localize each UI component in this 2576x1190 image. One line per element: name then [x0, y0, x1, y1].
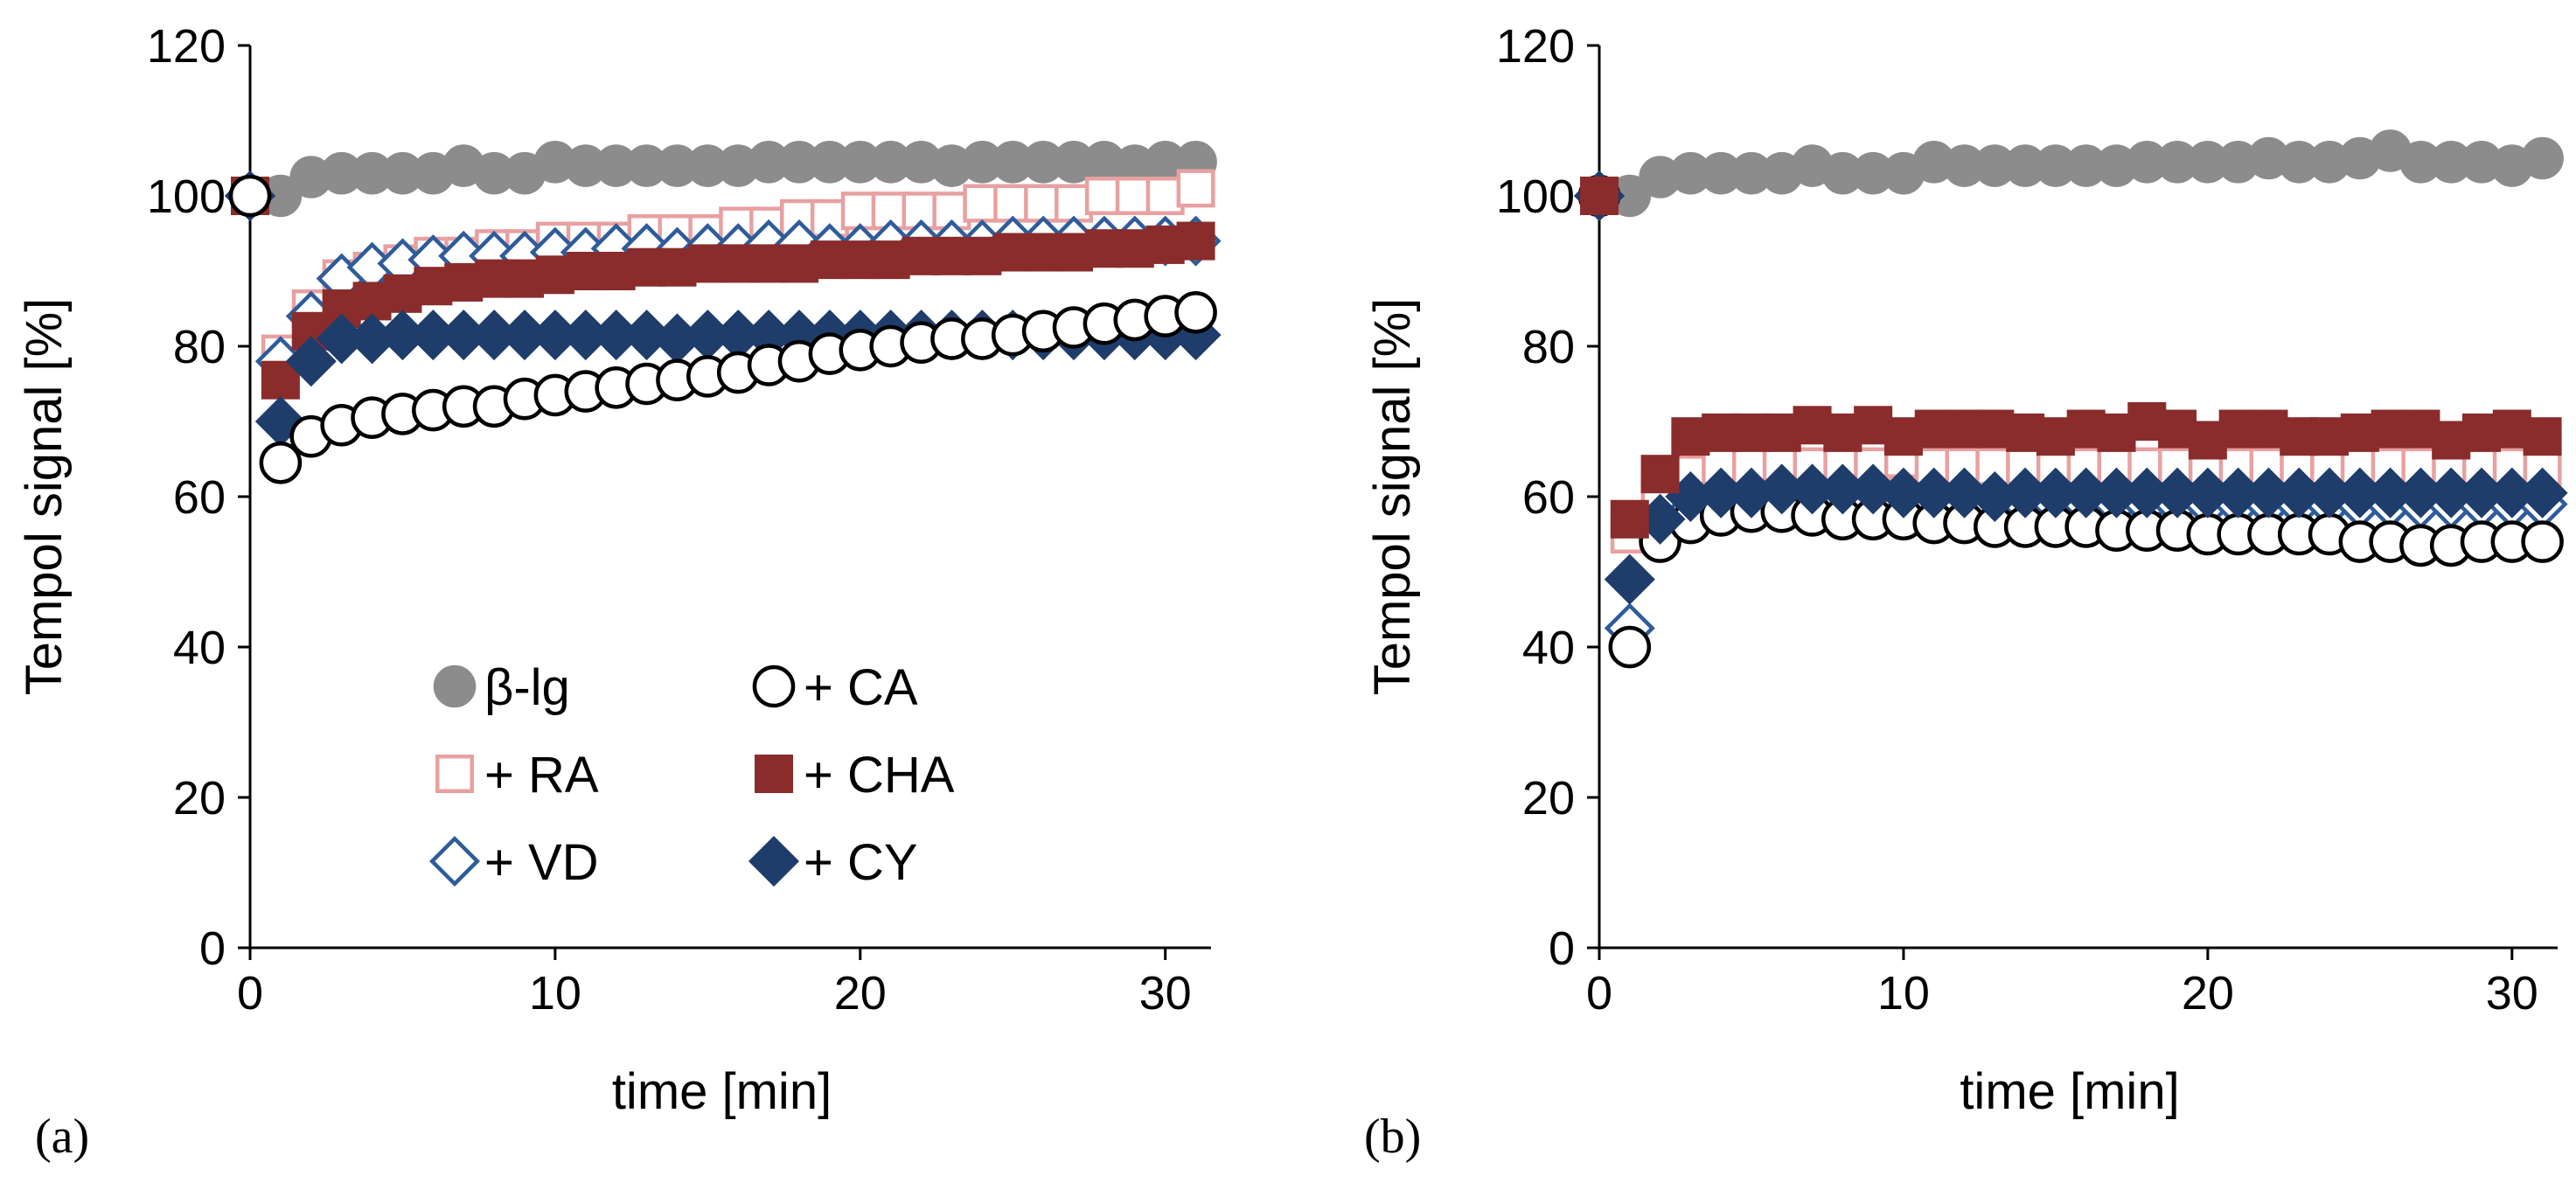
- x-tick-label: 0: [1586, 967, 1612, 1020]
- y-tick-label: 20: [173, 772, 226, 825]
- y-tick-label: 100: [147, 170, 226, 223]
- legend-marker: [435, 754, 475, 794]
- legend-marker: [754, 754, 794, 794]
- y-tick-label: 0: [1549, 922, 1575, 975]
- data-point: [1176, 169, 1215, 208]
- data-point: [1608, 625, 1652, 669]
- data-point: [259, 442, 303, 484]
- y-tick-label: 80: [1522, 321, 1575, 373]
- data-point: [1579, 176, 1619, 216]
- series-cy: [1573, 170, 2568, 605]
- y-tick-label: 0: [199, 922, 226, 975]
- y-tick-label: 120: [1496, 20, 1575, 73]
- data-point: [1610, 499, 1649, 539]
- legend-item: + VD: [428, 834, 599, 891]
- x-axis-title: time [min]: [1960, 1063, 2179, 1120]
- data-point: [285, 336, 337, 387]
- y-tick-label: 40: [1522, 622, 1575, 674]
- data-point: [1848, 463, 1899, 515]
- legend-label: + CY: [804, 834, 918, 891]
- data-point: [261, 360, 300, 400]
- data-point: [2521, 136, 2564, 180]
- data-point: [2523, 417, 2562, 456]
- chart-panel-a: 0 20 40 60 80 100 120 0 10 20 30 time [min] Tempol s…: [16, 20, 1222, 1164]
- data-point: [1640, 455, 1680, 494]
- y-tick-label: 20: [1522, 772, 1575, 825]
- x-tick-label: 20: [2182, 967, 2234, 1020]
- legend-marker: [428, 835, 481, 887]
- series-lg: [1577, 129, 2564, 218]
- legend-label: + VD: [484, 834, 599, 891]
- y-tick-label: 80: [173, 321, 226, 373]
- series-cha: [230, 176, 1215, 400]
- y-tick-label: 100: [1496, 170, 1575, 223]
- y-tick-label: 120: [147, 20, 226, 73]
- y-axis-title: Tempol signal [%]: [16, 298, 73, 696]
- legend: β-lg + CA + RA + CHA + VD + CY: [428, 659, 955, 891]
- data-point: [228, 174, 272, 218]
- x-tick-label: 30: [1139, 967, 1192, 1020]
- legend-item: + CA: [752, 659, 918, 716]
- legend-item: + CHA: [754, 747, 955, 804]
- series-cha: [1579, 176, 2562, 539]
- x-tick-label: 10: [1877, 967, 1930, 1020]
- legend-marker: [752, 665, 796, 708]
- legend-label: + CHA: [804, 747, 955, 804]
- data-point: [2521, 520, 2564, 563]
- data-point: [2517, 467, 2568, 518]
- data-point: [1604, 553, 1655, 605]
- x-axis-title: time [min]: [612, 1063, 832, 1120]
- legend-item: + CY: [748, 834, 918, 891]
- legend-label: β-lg: [484, 659, 570, 716]
- series-ca: [228, 174, 1217, 484]
- y-tick-label: 60: [173, 471, 226, 524]
- legend-marker: [433, 665, 477, 708]
- legend-label: + RA: [484, 747, 599, 804]
- legend-label: + CA: [804, 659, 918, 716]
- y-tick-label: 60: [1522, 471, 1575, 524]
- data-point: [1176, 221, 1215, 261]
- y-tick-label: 40: [173, 622, 226, 674]
- x-tick-label: 20: [834, 967, 887, 1020]
- chart-panel-b: 0 20 40 60 80 100 120 0 10 20 30 time [min] Tempol s…: [1364, 20, 2568, 1164]
- data-point: [1174, 291, 1217, 334]
- panel-label: (b): [1364, 1110, 1421, 1164]
- data-point: [621, 310, 672, 361]
- x-tick-label: 10: [529, 967, 581, 1020]
- legend-marker: [748, 835, 800, 887]
- legend-item: β-lg: [433, 659, 570, 716]
- y-axis-title: Tempol signal [%]: [1364, 298, 1421, 696]
- panel-label: (a): [35, 1110, 89, 1164]
- data-point: [1939, 467, 1990, 518]
- x-tick-label: 30: [2486, 967, 2538, 1020]
- x-tick-label: 0: [237, 967, 263, 1020]
- data-point: [1854, 406, 1893, 445]
- legend-item: + RA: [435, 747, 599, 804]
